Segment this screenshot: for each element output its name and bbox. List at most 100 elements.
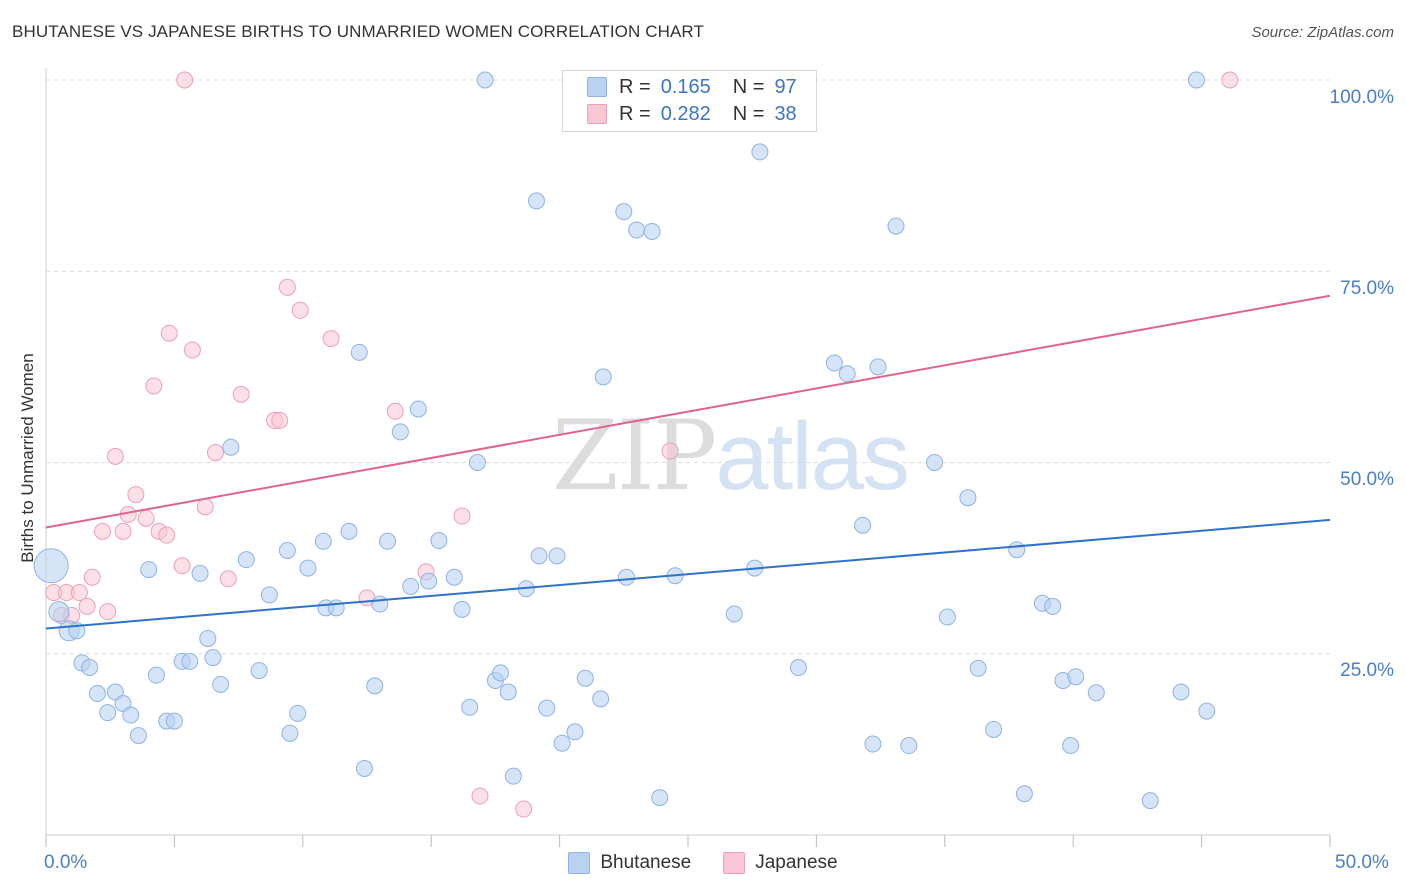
y-tick-label-25: 25.0%: [1340, 660, 1394, 681]
japanese-point: [291, 301, 309, 319]
correlation-legend: R = 0.165 N = 97 R = 0.282 N = 38: [562, 70, 817, 132]
bhutanese-point: [617, 568, 635, 586]
bhutanese-point: [453, 600, 471, 618]
bhutanese-point: [314, 532, 332, 550]
bhutanese-point: [122, 706, 140, 724]
bhutanese-point: [725, 605, 743, 623]
bhutanese-point: [299, 559, 317, 577]
japanese-point: [515, 800, 533, 818]
japanese-point: [145, 377, 163, 395]
bhutanese-point: [789, 659, 807, 677]
legend-n-value: 97: [774, 75, 797, 98]
bhutanese-point: [825, 354, 843, 372]
bhutanese-point: [643, 222, 661, 240]
bhutanese-point: [468, 454, 486, 471]
bhutanese-point: [402, 577, 420, 595]
bhutanese-point: [900, 737, 918, 755]
bhutanese-swatch: [587, 77, 607, 97]
bhutanese-point: [1141, 792, 1159, 810]
bhutanese-point: [445, 568, 463, 586]
axes: [45, 68, 1331, 847]
bhutanese-point: [969, 659, 987, 677]
bhutanese-point: [553, 734, 571, 752]
bhutanese-point: [985, 720, 1003, 738]
japanese-point: [106, 447, 124, 465]
bhutanese-point: [366, 677, 384, 695]
bhutanese-point: [938, 608, 956, 626]
bhutanese-point: [576, 669, 594, 687]
bhutanese-point: [527, 192, 545, 210]
legend-label-bhutanese: Bhutanese: [600, 852, 692, 873]
bhutanese-point: [476, 71, 494, 89]
bhutanese-point: [1015, 785, 1033, 803]
legend-r-value: 0.165: [660, 75, 711, 98]
x-tick-label-max: 50.0%: [1335, 852, 1389, 873]
bhutanese-point: [250, 662, 268, 680]
japanese-point: [232, 385, 250, 403]
japanese-point: [160, 324, 178, 342]
bhutanese-point: [147, 666, 165, 684]
japanese-point: [70, 584, 88, 602]
bhutanese-point: [1062, 737, 1080, 755]
bhutanese-point: [1087, 684, 1105, 702]
chart-title: BHUTANESE VS JAPANESE BIRTHS TO UNMARRIE…: [12, 22, 704, 41]
bhutanese-point: [371, 595, 389, 613]
bhutanese-point: [140, 561, 158, 579]
japanese-point: [386, 402, 404, 420]
series-legend: Bhutanese Japanese: [0, 852, 1406, 874]
bhutanese-point: [548, 547, 566, 565]
bhutanese-point: [48, 601, 70, 623]
japanese-point: [271, 411, 289, 429]
y-tick-label-50: 50.0%: [1340, 469, 1394, 490]
japanese-point: [183, 341, 201, 359]
bhutanese-point: [1187, 71, 1205, 89]
japanese-point: [206, 444, 224, 462]
japanese-point: [471, 787, 489, 805]
legend-row-bhutanese: R = 0.165 N = 97: [587, 75, 797, 99]
x-tick-label-min: 0.0%: [44, 852, 88, 873]
bhutanese-point: [1172, 683, 1190, 701]
bhutanese-point: [628, 221, 646, 239]
bhutanese-point: [461, 698, 479, 716]
legend-n-label: N =: [732, 75, 765, 98]
bhutanese-point: [594, 368, 612, 386]
bhutanese-trend-line: [45, 518, 1331, 630]
bhutanese-point: [864, 735, 882, 753]
japanese-point: [173, 557, 191, 575]
bhutanese-point: [350, 343, 368, 361]
bhutanese-point: [651, 789, 669, 807]
bhutanese-point: [887, 217, 905, 235]
bhutanese-point: [959, 489, 977, 507]
bhutanese-point: [1008, 541, 1026, 559]
source-credit: Source: ZipAtlas.com: [1251, 24, 1394, 41]
japanese-point: [158, 526, 176, 544]
bhutanese-point: [838, 365, 856, 383]
bhutanese-point: [191, 564, 209, 582]
bhutanese-point: [751, 143, 769, 161]
japanese-point: [137, 509, 155, 527]
legend-label-japanese: Japanese: [755, 852, 838, 873]
bhutanese-point: [530, 547, 548, 565]
bhutanese-point: [504, 767, 522, 785]
japanese-swatch: [587, 104, 607, 124]
bhutanese-points: [33, 71, 1216, 810]
legend-n-value: 38: [774, 102, 797, 125]
japanese-point: [93, 522, 111, 540]
japanese-point: [219, 570, 237, 588]
bhutanese-point: [289, 704, 307, 722]
bhutanese-point: [391, 423, 409, 441]
legend-item-japanese[interactable]: Japanese: [723, 852, 838, 874]
bhutanese-point: [926, 454, 944, 471]
bhutanese-point: [409, 400, 427, 418]
bhutanese-point: [355, 760, 373, 777]
y-tick-label-100: 100.0%: [1329, 87, 1394, 108]
legend-item-bhutanese[interactable]: Bhutanese: [568, 852, 691, 874]
bhutanese-point: [99, 704, 117, 722]
japanese-point: [83, 568, 101, 586]
japanese-point: [1221, 71, 1239, 89]
japanese-point: [176, 71, 194, 89]
bhutanese-point: [281, 724, 299, 742]
bhutanese-point: [538, 699, 556, 717]
legend-row-japanese: R = 0.282 N = 38: [587, 102, 797, 126]
japanese-trend-line: [45, 294, 1331, 529]
